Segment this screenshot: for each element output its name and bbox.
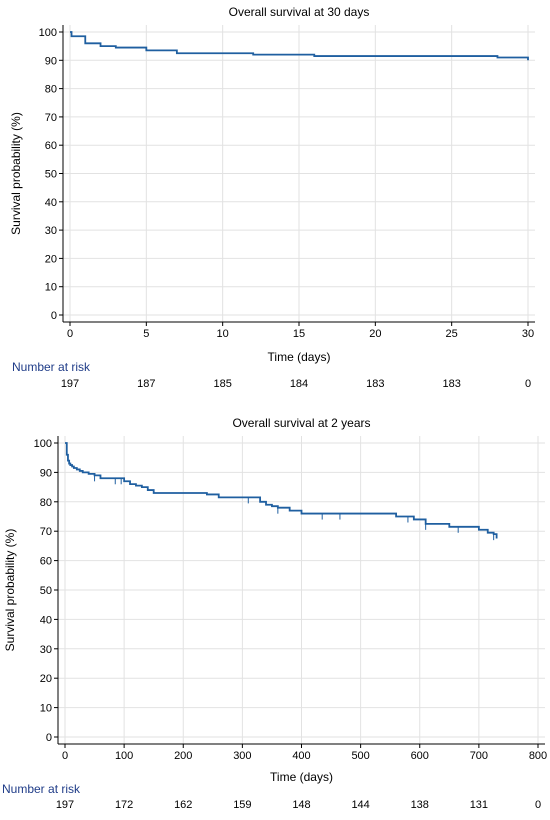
risk-count: 148 — [292, 799, 310, 811]
survival-curve — [65, 442, 498, 539]
x-tick-label: 700 — [470, 750, 488, 762]
risk-count: 184 — [290, 378, 308, 390]
y-tick-label: 40 — [40, 614, 52, 626]
chart-title: Overall survival at 2 years — [232, 416, 370, 430]
y-tick-label: 10 — [40, 703, 52, 715]
risk-count: 0 — [525, 378, 531, 390]
y-tick-label: 0 — [46, 732, 52, 744]
y-tick-label: 60 — [45, 140, 57, 152]
risk-count: 144 — [351, 799, 369, 811]
risk-count: 187 — [137, 378, 155, 390]
y-tick-label: 10 — [45, 282, 57, 294]
y-tick-label: 100 — [39, 27, 57, 39]
x-tick-label: 5 — [143, 328, 149, 340]
risk-count: 162 — [174, 799, 192, 811]
x-tick-label: 400 — [292, 750, 310, 762]
y-tick-label: 40 — [45, 197, 57, 209]
x-tick-label: 200 — [174, 750, 192, 762]
y-tick-label: 50 — [45, 169, 57, 181]
x-tick-label: 30 — [522, 328, 534, 340]
risk-count: 172 — [115, 799, 133, 811]
risk-count: 197 — [61, 378, 79, 390]
y-tick-label: 90 — [45, 55, 57, 67]
y-tick-label: 100 — [34, 438, 52, 450]
x-tick-label: 300 — [233, 750, 251, 762]
x-tick-label: 800 — [529, 750, 547, 762]
risk-count: 131 — [470, 799, 488, 811]
y-tick-label: 20 — [45, 253, 57, 265]
survival-curve — [70, 31, 529, 61]
y-tick-label: 60 — [40, 556, 52, 568]
chart-2: Overall survival at 2 years 0 10 20 30 40 50 60… — [2, 416, 547, 811]
risk-table-header: Number at risk — [12, 360, 91, 374]
risk-table-header: Number at risk — [2, 782, 81, 796]
x-tick-label: 10 — [217, 328, 229, 340]
y-tick-label: 20 — [40, 673, 52, 685]
y-axis-label: Survival probability (%) — [3, 529, 17, 652]
x-axis-label: Time (days) — [268, 350, 331, 364]
x-tick-label: 20 — [369, 328, 381, 340]
x-tick-label: 100 — [115, 750, 133, 762]
y-tick-label: 30 — [40, 644, 52, 656]
x-tick-label: 500 — [351, 750, 369, 762]
y-tick-label: 80 — [40, 497, 52, 509]
y-tick-label: 0 — [51, 310, 57, 322]
y-axis-label: Survival probability (%) — [9, 112, 23, 235]
y-tick-label: 70 — [45, 112, 57, 124]
risk-count: 183 — [442, 378, 460, 390]
x-tick-label: 600 — [411, 750, 429, 762]
y-tick-label: 90 — [40, 467, 52, 479]
risk-count: 0 — [535, 799, 541, 811]
y-tick-label: 80 — [45, 84, 57, 96]
risk-count: 183 — [366, 378, 384, 390]
x-tick-label: 15 — [293, 328, 305, 340]
risk-count: 159 — [233, 799, 251, 811]
x-axis-label: Time (days) — [270, 770, 333, 784]
risk-count: 197 — [56, 799, 74, 811]
chart-1: Overall survival at 30 days0102030405060… — [9, 5, 535, 390]
x-tick-label: 0 — [62, 750, 68, 762]
y-tick-label: 50 — [40, 585, 52, 597]
y-tick-label: 30 — [45, 225, 57, 237]
x-tick-label: 0 — [67, 328, 73, 340]
risk-count: 138 — [411, 799, 429, 811]
risk-count: 185 — [213, 378, 231, 390]
x-tick-label: 25 — [446, 328, 458, 340]
chart-title: Overall survival at 30 days — [229, 5, 370, 19]
y-tick-label: 70 — [40, 526, 52, 538]
